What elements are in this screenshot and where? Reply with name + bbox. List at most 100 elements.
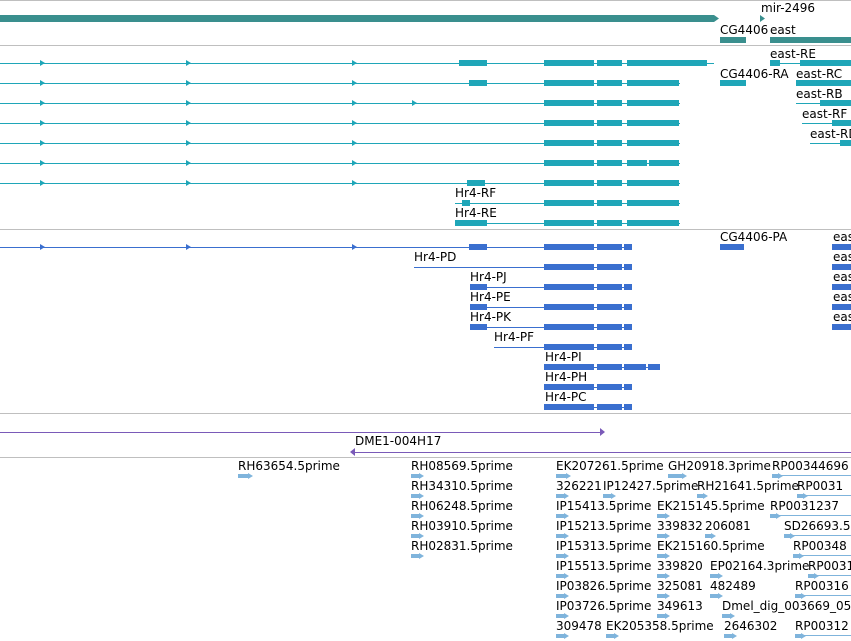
- est-feature[interactable]: [657, 614, 665, 618]
- est-label[interactable]: 349613: [657, 599, 703, 613]
- transcript-direction-tick[interactable]: [186, 160, 191, 166]
- est-label[interactable]: 339832: [657, 519, 703, 533]
- est-feature[interactable]: [556, 614, 564, 618]
- transcript-exon[interactable]: [627, 60, 707, 66]
- protein-exon[interactable]: [544, 344, 594, 350]
- est-arrow[interactable]: [665, 513, 670, 519]
- est-label[interactable]: IP15313.5prime: [556, 539, 652, 553]
- est-arrow[interactable]: [611, 493, 616, 499]
- est-feature[interactable]: [556, 534, 564, 538]
- transcript-direction-tick[interactable]: [412, 100, 417, 106]
- transcript-exon[interactable]: [597, 120, 622, 126]
- est-feature[interactable]: [710, 594, 718, 598]
- transcript-label-hr4-re[interactable]: Hr4-RE: [455, 206, 497, 220]
- est-arrow[interactable]: [248, 473, 253, 479]
- est-label[interactable]: IP15513.5prime: [556, 559, 652, 573]
- est-arrow[interactable]: [730, 613, 735, 619]
- protein-label-east-2[interactable]: east: [833, 250, 851, 264]
- protein-label-cg4406-pa[interactable]: CG4406-PA: [720, 230, 788, 244]
- transcript-label-east-re[interactable]: east-RE: [770, 47, 816, 61]
- est-arrow[interactable]: [419, 533, 424, 539]
- protein-exon[interactable]: [832, 304, 851, 310]
- protein-exon[interactable]: [624, 304, 632, 310]
- est-label[interactable]: IP15213.5prime: [556, 519, 652, 533]
- protein-exon[interactable]: [832, 284, 851, 290]
- transcript-label-east-rc[interactable]: east-RC: [796, 67, 843, 81]
- transcript-exon[interactable]: [597, 180, 622, 186]
- gene-cg4406[interactable]: [720, 37, 746, 43]
- est-arrow[interactable]: [665, 533, 670, 539]
- transcript-exon[interactable]: [544, 180, 594, 186]
- transcript-exon[interactable]: [544, 200, 594, 206]
- est-arrow[interactable]: [419, 513, 424, 519]
- est-feature[interactable]: [556, 634, 564, 638]
- gene-east[interactable]: [770, 37, 851, 43]
- est-label[interactable]: 326221: [556, 479, 602, 493]
- transcript-exon[interactable]: [455, 220, 487, 226]
- est-label[interactable]: RH34310.5prime: [411, 479, 513, 493]
- protein-exon[interactable]: [469, 244, 487, 250]
- protein-exon[interactable]: [597, 244, 622, 250]
- est-feature[interactable]: [710, 574, 718, 578]
- transcript-exon[interactable]: [544, 120, 594, 126]
- clone-start[interactable]: [350, 448, 355, 456]
- transcript-exon[interactable]: [627, 140, 679, 146]
- protein-label-hr4-pk[interactable]: Hr4-PK: [470, 310, 512, 324]
- transcript-exon[interactable]: [627, 200, 679, 206]
- est-label[interactable]: IP03726.5prime: [556, 599, 652, 613]
- est-label[interactable]: 482489: [710, 579, 756, 593]
- est-label[interactable]: RP0031237: [770, 499, 840, 513]
- gene-label-mir-2496[interactable]: mir-2496: [761, 1, 816, 15]
- est-label[interactable]: RH08569.5prime: [411, 459, 513, 473]
- transcript-direction-tick[interactable]: [40, 60, 45, 66]
- transcript-direction-tick[interactable]: [352, 180, 357, 186]
- est-arrow[interactable]: [564, 533, 569, 539]
- est-feature[interactable]: [411, 534, 419, 538]
- protein-exon[interactable]: [597, 404, 622, 410]
- transcript-exon[interactable]: [720, 80, 746, 86]
- transcript-direction-tick[interactable]: [40, 100, 45, 106]
- protein-exon[interactable]: [544, 284, 594, 290]
- transcript-exon[interactable]: [627, 180, 679, 186]
- est-arrow[interactable]: [718, 573, 723, 579]
- est-label[interactable]: RH21641.5prime: [697, 479, 799, 493]
- est-arrow[interactable]: [564, 593, 569, 599]
- protein-exon[interactable]: [597, 384, 622, 390]
- transcript-exon[interactable]: [800, 60, 851, 66]
- transcript-exon[interactable]: [597, 100, 622, 106]
- protein-exon[interactable]: [624, 324, 632, 330]
- est-label[interactable]: IP03826.5prime: [556, 579, 652, 593]
- est-label[interactable]: 2646302: [724, 619, 778, 633]
- est-feature[interactable]: [657, 514, 665, 518]
- protein-exon[interactable]: [544, 364, 594, 370]
- transcript-exon[interactable]: [597, 140, 622, 146]
- protein-exon[interactable]: [544, 244, 594, 250]
- protein-exon[interactable]: [597, 364, 622, 370]
- protein-exon[interactable]: [544, 384, 594, 390]
- est-feature[interactable]: [556, 574, 564, 578]
- est-label[interactable]: IP12427.5prime: [603, 479, 699, 493]
- transcript-direction-tick[interactable]: [186, 60, 191, 66]
- transcript-exon[interactable]: [649, 160, 679, 166]
- est-label[interactable]: 325081: [657, 579, 703, 593]
- transcript-exon[interactable]: [627, 220, 679, 226]
- est-feature[interactable]: [411, 554, 419, 558]
- protein-label-hr4-pc[interactable]: Hr4-PC: [545, 390, 587, 404]
- est-feature[interactable]: [556, 594, 564, 598]
- protein-label-hr4-ph[interactable]: Hr4-PH: [545, 370, 588, 384]
- protein-exon[interactable]: [597, 284, 622, 290]
- est-feature[interactable]: [411, 514, 419, 518]
- transcript-direction-tick[interactable]: [352, 140, 357, 146]
- est-arrow[interactable]: [665, 593, 670, 599]
- transcript-exon[interactable]: [597, 60, 622, 66]
- transcript-exon[interactable]: [820, 100, 851, 106]
- transcript-exon[interactable]: [544, 220, 594, 226]
- est-arrow[interactable]: [564, 573, 569, 579]
- transcript-label-east-rf[interactable]: east-RF: [802, 107, 848, 121]
- est-feature[interactable]: [556, 554, 564, 558]
- transcript-label-hr4-rf[interactable]: Hr4-RF: [455, 186, 497, 200]
- transcript-exon[interactable]: [544, 80, 594, 86]
- protein-exon[interactable]: [624, 344, 632, 350]
- transcript-direction-tick[interactable]: [186, 100, 191, 106]
